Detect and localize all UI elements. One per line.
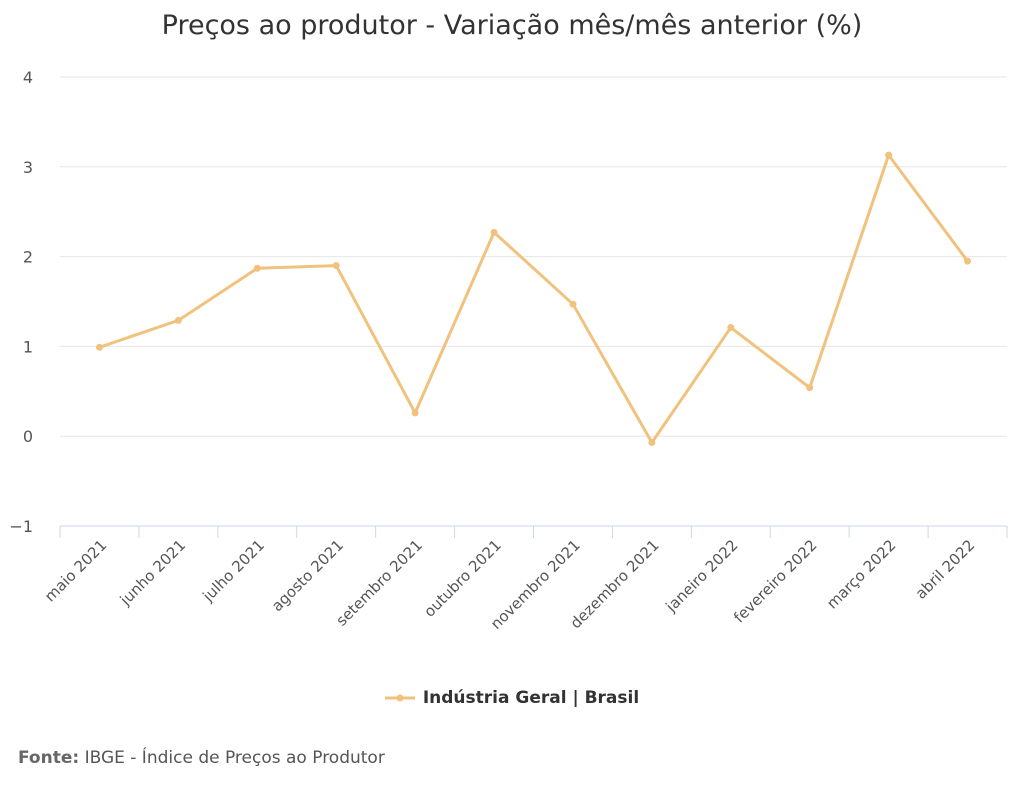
x-tick-label: julho 2021 (198, 536, 268, 606)
data-point[interactable] (95, 343, 103, 351)
data-point[interactable] (569, 300, 577, 308)
data-point[interactable] (411, 409, 419, 417)
legend-label: Indústria Geral | Brasil (422, 688, 640, 708)
y-tick-label: 3 (23, 158, 33, 177)
x-tick-label: junho 2021 (116, 536, 189, 609)
x-tick-label: setembro 2021 (332, 536, 426, 630)
x-tick-label: abril 2022 (912, 536, 979, 603)
data-point[interactable] (174, 316, 182, 324)
source-text: IBGE - Índice de Preços ao Produtor (84, 748, 385, 768)
source-note: Fonte: IBGE - Índice de Preços ao Produt… (18, 748, 385, 768)
y-tick-label: 4 (23, 68, 33, 87)
y-axis-ticks: 4 3 2 1 0 −1 (9, 68, 33, 536)
x-tick-label: março 2022 (823, 536, 899, 612)
y-tick-label: 2 (23, 248, 33, 267)
legend-line-marker (384, 694, 415, 702)
x-axis: maio 2021 junho 2021 julho 2021 agosto 2021… (41, 525, 1008, 633)
data-point[interactable] (253, 264, 261, 272)
y-tick-label: 0 (23, 427, 33, 446)
series-industria-geral (95, 151, 972, 446)
data-point[interactable] (806, 384, 814, 392)
x-tick-label: janeiro 2022 (662, 536, 742, 616)
x-tick-label: fevereiro 2022 (730, 536, 820, 626)
x-tick-label: outubro 2021 (420, 536, 505, 621)
chart-title: Preços ao produtor - Variação mês/mês an… (161, 10, 863, 41)
data-point[interactable] (885, 151, 893, 159)
y-tick-label: 1 (23, 337, 33, 356)
data-point[interactable] (727, 324, 735, 332)
data-point[interactable] (332, 262, 340, 270)
source-label: Fonte: (18, 748, 80, 768)
legend[interactable]: Indústria Geral | Brasil (0, 688, 1024, 708)
grid-lines (60, 76, 1007, 437)
y-tick-label: −1 (9, 517, 33, 536)
series-line (98, 153, 969, 444)
data-point[interactable] (964, 257, 972, 265)
data-point[interactable] (490, 228, 498, 236)
data-point[interactable] (648, 438, 656, 446)
x-tick-label: maio 2021 (41, 536, 110, 605)
x-tick-label: agosto 2021 (268, 536, 347, 615)
